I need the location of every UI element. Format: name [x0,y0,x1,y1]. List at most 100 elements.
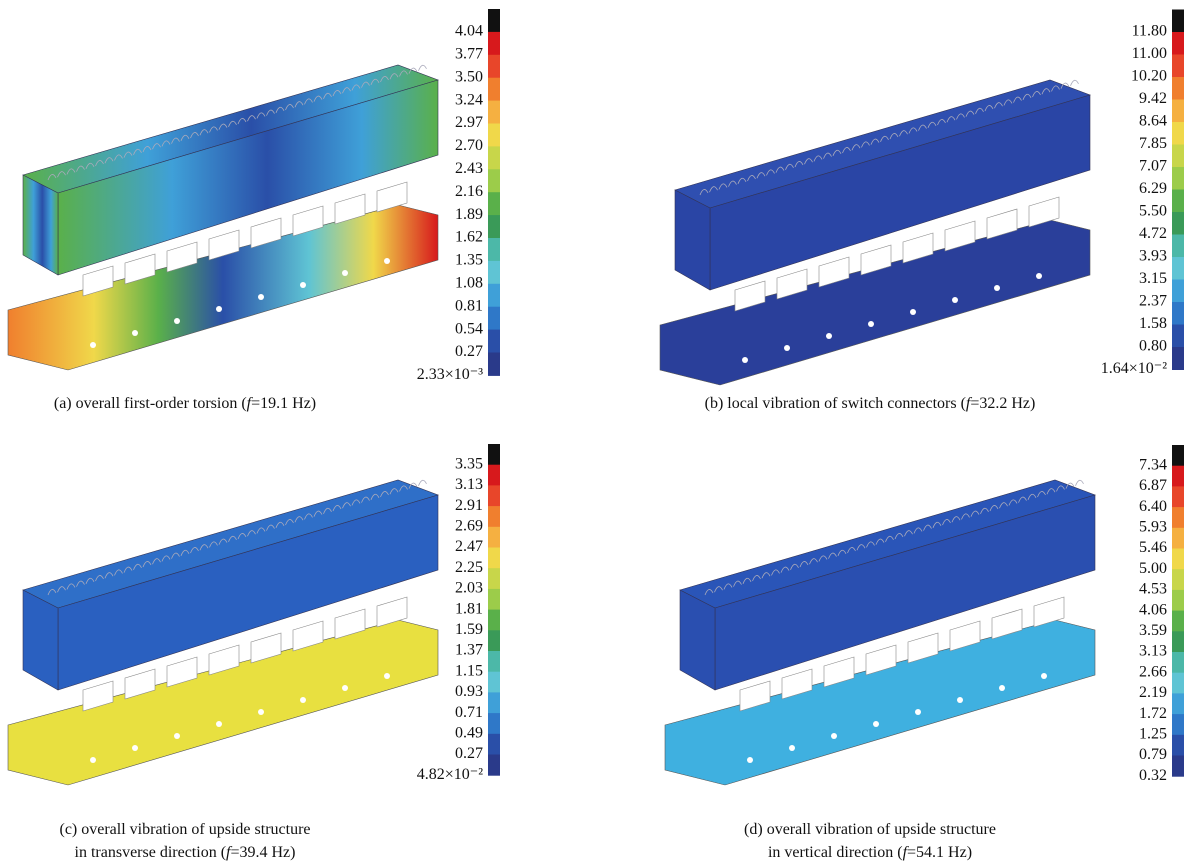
rail-hole [384,673,390,679]
colorbar-label: 2.16 [455,183,483,200]
colorbar-segment [1172,100,1184,123]
colorbar-label: 1.37 [455,642,483,659]
upper-side [680,590,715,690]
caption-value: =54.1 Hz) [907,844,972,861]
colorbar-label: 0.71 [455,704,483,721]
colorbar-segment [488,55,500,78]
colorbar-label: 7.34 [1139,456,1167,473]
colorbar-segment [488,672,500,693]
caption-text: (a) overall first-order torsion ( [54,395,247,412]
colorbar-label: 0.27 [455,745,483,762]
colorbar-segment [1172,235,1184,258]
colorbar-label: 0.32 [1139,767,1167,784]
colorbar-label: 4.04 [455,23,483,40]
colorbar-label: 2.03 [455,580,483,597]
colorbar-segment [488,610,500,631]
rail-hole [342,685,348,691]
model-render [8,480,438,785]
rail-hole [952,297,958,303]
colorbar-label: 6.29 [1139,180,1167,197]
panel: 4.043.773.503.242.972.702.432.161.891.62… [8,9,500,412]
colorbar-label: 6.40 [1139,498,1167,515]
caption-value: =19.1 Hz) [251,395,316,412]
colorbar-segment [1172,122,1184,145]
colorbar-label: 1.59 [455,621,483,638]
colorbar-label: 7.85 [1139,135,1167,152]
colorbar-segment [1172,673,1184,694]
colorbar-label: 2.19 [1139,684,1167,701]
colorbar-label: 1.62 [455,229,483,246]
colorbar-label: 1.25 [1139,725,1167,742]
colorbar-label: 9.42 [1139,90,1167,107]
colorbar-label: 5.50 [1139,203,1167,220]
rail-hole [132,330,138,336]
colorbar-segment [1172,325,1184,348]
rail-hole [216,721,222,727]
model-render [665,480,1095,785]
rail-hole [742,357,748,363]
rail-hole [868,321,874,327]
rail-hole [342,270,348,276]
coil [1076,480,1084,486]
upper-side [23,590,58,690]
rail-hole [300,697,306,703]
colorbar-segment [488,238,500,261]
colorbar-segment [1172,167,1184,190]
coil [419,480,427,486]
colorbar-label: 10.20 [1131,68,1167,85]
caption-value: =39.4 Hz) [230,844,295,861]
colorbar-label: 5.93 [1139,518,1167,535]
colorbar-label: 3.13 [455,476,483,493]
colorbar-segment [488,692,500,713]
model-render [660,80,1090,385]
colorbar-label: 7.07 [1139,158,1167,175]
rail-hole [994,285,1000,291]
colorbar-segment [488,215,500,238]
colorbar-segment [1172,257,1184,280]
colorbar-segment [1172,10,1184,33]
colorbar-segment [488,485,500,506]
rail-hole [300,282,306,288]
colorbar-segment [1172,347,1184,370]
colorbar-label: 1.08 [455,274,483,291]
colorbar-label: 5.46 [1139,539,1167,556]
colorbar-label: 3.24 [455,91,483,108]
colorbar-label: 0.27 [455,343,483,360]
rail-hole [915,709,921,715]
colorbar-segment [488,9,500,32]
colorbar-label: 2.33×10⁻³ [417,366,483,383]
colorbar-segment [1172,631,1184,652]
caption: in transverse direction (f=39.4 Hz) [75,844,296,861]
colorbar-segment [488,444,500,465]
colorbar-label: 3.93 [1139,248,1167,265]
panel: 7.346.876.405.935.465.004.534.063.593.13… [665,445,1184,861]
colorbar-segment [488,527,500,548]
colorbar-label: 2.47 [455,538,483,555]
colorbar-segment [1172,569,1184,590]
colorbar-label: 1.58 [1139,315,1167,332]
upper-side [675,190,710,290]
colorbar-label: 3.77 [455,45,483,62]
colorbar-segment [488,353,500,376]
rail-hole [258,709,264,715]
colorbar-label: 4.82×10⁻² [417,766,483,783]
colorbar-label: 0.80 [1139,338,1167,355]
colorbar-label: 0.81 [455,297,483,314]
colorbar-segment [488,568,500,589]
caption-text: (b) local vibration of switch connectors… [705,395,966,412]
colorbar-label: 2.97 [455,114,483,131]
colorbar-label: 4.06 [1139,601,1167,618]
panel: 3.353.132.912.692.472.252.031.811.591.37… [8,444,500,861]
rail-hole [957,697,963,703]
colorbar-segment [488,169,500,192]
colorbar-label: 11.00 [1132,45,1167,62]
colorbar-segment [1172,302,1184,325]
colorbar-label: 1.72 [1139,705,1167,722]
panel: 11.8011.0010.209.428.647.857.076.295.504… [660,10,1184,412]
colorbar-label: 2.66 [1139,663,1167,680]
colorbar-segment [1172,756,1184,777]
rail-hole [747,757,753,763]
colorbar-segment [1172,652,1184,673]
caption-text: (d) overall vibration of upside structur… [744,821,996,838]
colorbar-label: 5.00 [1139,560,1167,577]
